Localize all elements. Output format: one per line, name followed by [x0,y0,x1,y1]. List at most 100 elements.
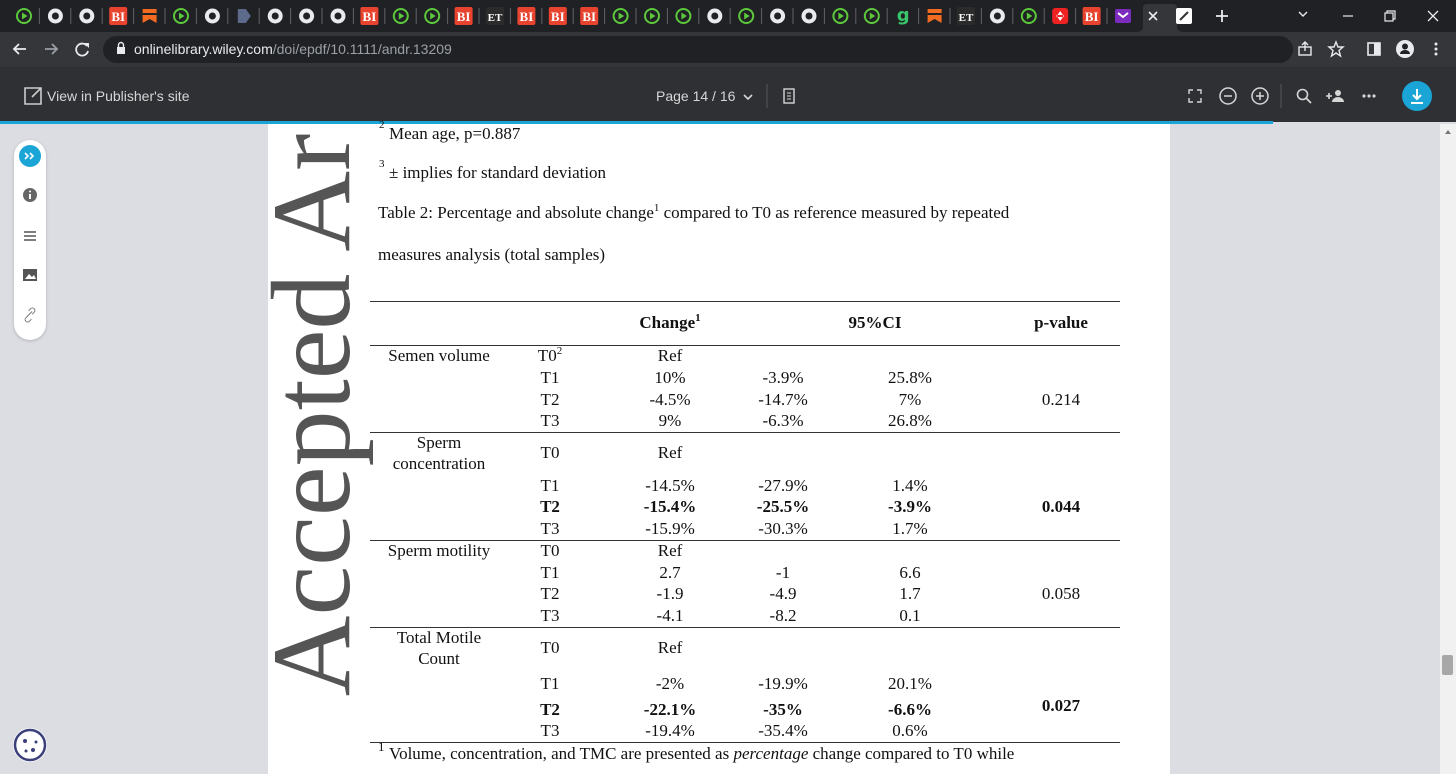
tab-icon[interactable] [16,8,32,24]
info-part [29,190,31,193]
bookmark-star[interactable] [1327,40,1345,58]
search[interactable] [1296,88,1312,104]
tab-icon[interactable] [1115,9,1131,23]
tab-icon[interactable] [1052,8,1069,24]
cookie-settings-part [13,728,47,762]
tab-badge-label[interactable]: BI [520,9,534,24]
share[interactable] [1298,41,1312,56]
profile[interactable] [1396,40,1414,58]
tab-icon[interactable] [801,8,817,24]
info[interactable] [23,188,37,202]
tab-icon-part [832,8,849,24]
new-tab[interactable] [1216,10,1228,22]
close-window[interactable] [1427,10,1439,22]
external-link[interactable] [24,87,42,105]
tab-badge-label[interactable]: BI [551,9,565,24]
outline[interactable] [783,88,795,104]
tab-icon[interactable] [644,8,660,24]
expand-panel-part [24,152,35,160]
caption-text: Table 2: Percentage and absolute change [378,203,654,222]
table-cell: 9% [659,411,682,431]
table-rule [370,627,1120,628]
table-cell: Ref [658,346,683,366]
tab-icon[interactable] [989,8,1005,24]
tab-badge-label[interactable]: BI [363,9,377,24]
group-label: Sperm [416,433,462,452]
group-label: Total Motile [396,628,482,647]
note-mark: 2 [379,119,385,131]
tab-icon[interactable] [330,8,346,24]
zoom-out[interactable] [1219,87,1237,105]
publisher-link[interactable]: View in Publisher's site [47,88,190,104]
tab-icon[interactable] [173,8,189,24]
expand-panel[interactable] [19,145,41,167]
omnibox[interactable] [103,36,1293,63]
cookie-settings[interactable] [13,728,47,762]
zoom-in[interactable] [1251,87,1269,105]
tab-icon[interactable] [424,8,441,24]
table-cell: -19.9% [758,674,808,694]
zoom-out-part [1219,87,1237,105]
tab-icon[interactable] [1176,8,1192,24]
tab-icon[interactable] [237,9,251,23]
tab-icon[interactable] [863,8,880,24]
table-cell: -25.5% [757,497,809,517]
fullscreen[interactable] [1188,89,1202,103]
scroll-up[interactable] [1445,130,1451,134]
tab-badge-label[interactable]: BI [457,9,471,24]
tab-icon[interactable] [707,8,723,24]
restore[interactable] [1384,10,1396,22]
share-people[interactable] [1326,90,1344,102]
table-cell: -19.4% [645,721,695,741]
download[interactable] [1402,81,1432,111]
side-panel-btn[interactable] [1367,42,1381,56]
contents[interactable] [24,231,36,241]
close-tab[interactable] [1148,11,1158,21]
table-cell: -4.1 [657,606,684,626]
table-cell: -3.9% [888,497,932,517]
table-cell: -6.6% [888,700,932,720]
cell-text: T0 [540,443,560,462]
tab-badge-label[interactable]: BI [582,9,596,24]
tab-badge-bg-part [548,7,567,25]
tab-icon[interactable] [675,8,692,24]
tab-icon[interactable] [927,9,942,23]
back[interactable] [12,43,26,55]
page-indicator[interactable]: Page 14 / 16 [656,88,736,104]
tab-search[interactable] [1298,11,1308,17]
tab-badge-label[interactable]: ET [959,12,974,24]
tab-icon[interactable] [47,8,63,24]
tab-badge-label[interactable]: BI [111,9,125,24]
more[interactable] [1362,94,1376,98]
tab-icon[interactable] [1020,8,1037,24]
cell-text: T2 [540,390,560,409]
tab-icon[interactable] [770,8,786,24]
caption-text: measures analysis (total samples) [378,245,606,264]
figures[interactable] [23,269,37,281]
page-dropdown[interactable] [743,94,753,101]
menu[interactable] [1434,42,1438,56]
tab-badge-label[interactable]: BI [1085,9,1099,24]
tab-badge-bg-part [109,7,128,25]
tab-icon[interactable] [738,8,755,24]
tab-icon[interactable] [204,8,220,24]
tab-icon[interactable] [267,8,283,24]
table-cell: 0.6% [892,721,927,741]
tab-icon[interactable] [832,8,849,24]
reload[interactable] [75,42,89,57]
tab-badge-label[interactable]: ET [488,12,503,24]
cell-text: 6.6 [899,563,921,582]
forward[interactable] [45,43,59,55]
scroll-thumb[interactable] [1442,655,1453,675]
tab-icon[interactable] [299,8,315,24]
tab-badge-label[interactable]: g [897,5,910,26]
table-cell: -1.9 [657,584,684,604]
tab-icon-part [398,12,405,20]
tab-icon-part [927,9,942,23]
tab-icon[interactable] [612,8,629,24]
tab-badge-bg [1082,7,1101,25]
tab-icon[interactable] [79,8,95,24]
tab-icon[interactable] [142,9,157,23]
link[interactable] [24,307,36,323]
tab-icon[interactable] [392,8,409,24]
